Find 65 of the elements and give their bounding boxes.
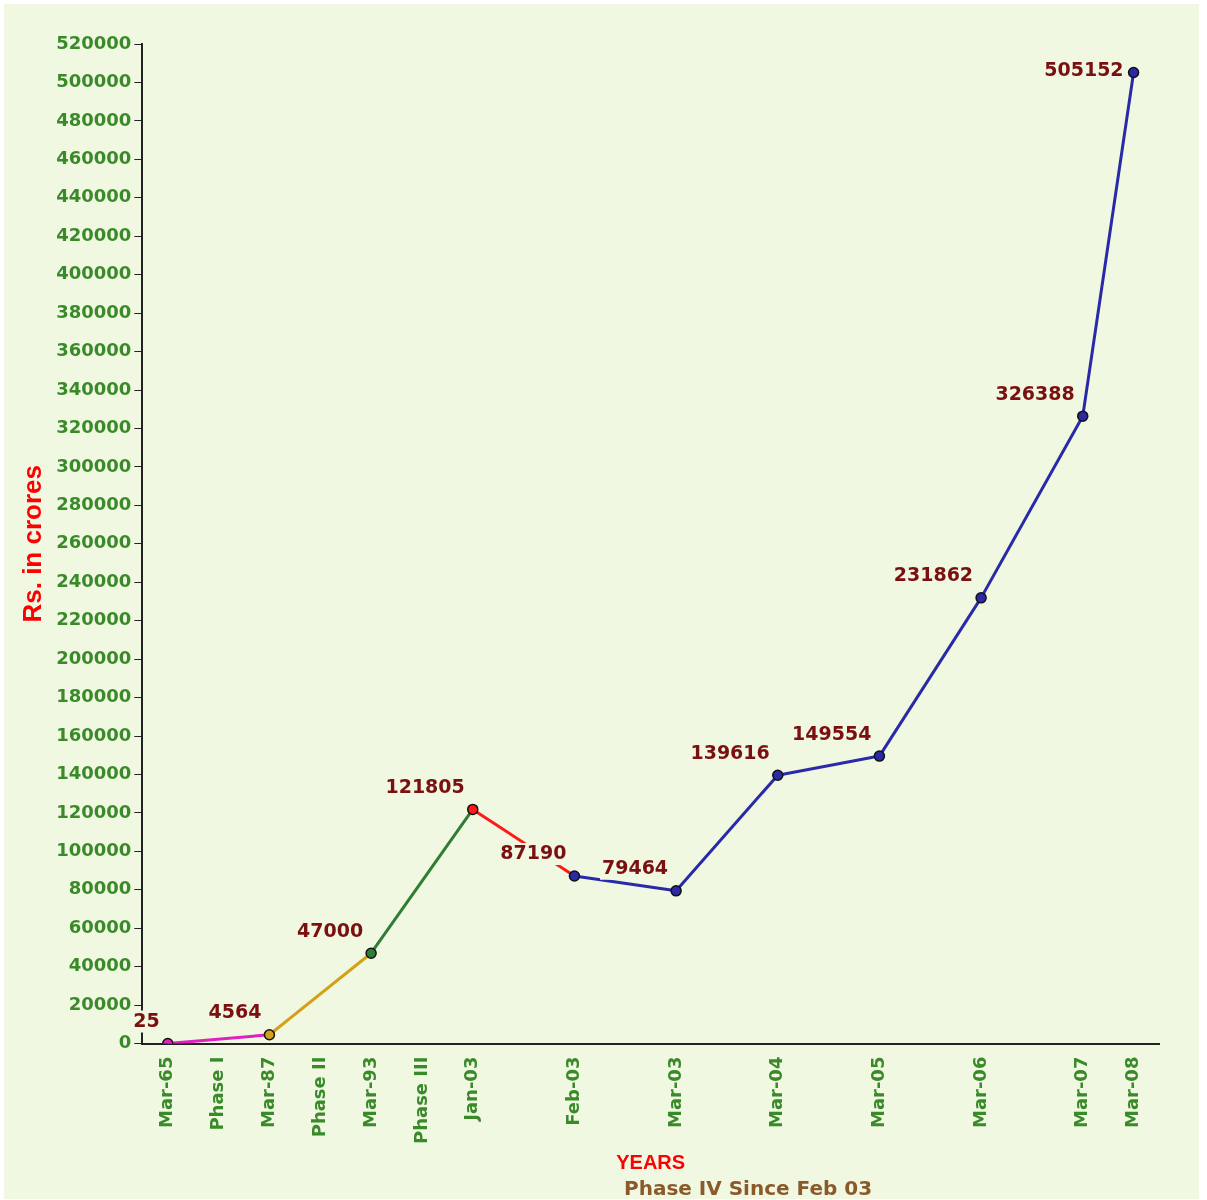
y-tick-label: 260000: [56, 531, 132, 553]
point: [568, 870, 581, 882]
data-label: 121805: [385, 774, 465, 797]
y-tick-label: 440000: [56, 185, 132, 207]
data-label: 25: [133, 1008, 160, 1031]
data-label: 47000: [296, 918, 364, 941]
x-tick-label: Phase II: [307, 1056, 329, 1138]
y-tick-label: 60000: [68, 915, 132, 937]
y-tick-label: 140000: [56, 762, 132, 784]
x-tick-label: Mar-07: [1070, 1056, 1092, 1129]
data-label: 4564: [208, 1000, 262, 1023]
x-tick-label: Mar-65: [155, 1056, 177, 1129]
text: Phase IV Since Feb 03: [624, 1176, 873, 1200]
x-tick-label: Mar-06: [968, 1056, 990, 1129]
y-axis-title: Rs. in crores: [16, 465, 47, 623]
data-label: 149554: [792, 721, 872, 744]
x-tick-label: Phase I: [206, 1056, 228, 1131]
y-tick-label: 500000: [56, 70, 132, 92]
y-tick-label: 480000: [56, 108, 132, 130]
x-tick-label: Mar-08: [1121, 1056, 1143, 1129]
y-tick-label: 120000: [56, 800, 132, 822]
x-tick-label: Mar-05: [867, 1056, 889, 1129]
y-tick-label: 0: [118, 1031, 132, 1053]
y-tick-label: 400000: [56, 262, 132, 284]
point: [365, 947, 377, 959]
point: [772, 769, 784, 781]
point: [1077, 410, 1089, 422]
x-tick-label: Mar-87: [257, 1056, 279, 1129]
x-tick-label: Feb-03: [562, 1056, 584, 1126]
point: [467, 803, 479, 816]
data-label: 139616: [690, 740, 770, 763]
x-tick-label: Jan-03: [460, 1056, 482, 1123]
y-tick-label: 520000: [56, 31, 132, 53]
y-tick-label: 320000: [56, 416, 132, 438]
y-tick-label: 380000: [56, 300, 132, 322]
y-tick-label: 420000: [56, 223, 132, 245]
point: [975, 592, 987, 604]
data-label: 231862: [893, 563, 974, 586]
y-tick-label: 340000: [56, 377, 132, 399]
y-tick-label: 80000: [68, 877, 132, 899]
y-tick-label: 240000: [56, 569, 132, 591]
y-tick-label: 160000: [56, 723, 132, 745]
data-label: 79464: [601, 856, 669, 879]
point: [263, 1029, 276, 1041]
data-label: 326388: [995, 381, 1075, 404]
y-tick-label: 100000: [56, 839, 132, 861]
point: [873, 750, 886, 762]
y-tick-label: 20000: [68, 992, 132, 1014]
point: [1127, 66, 1140, 79]
y-tick-label: 280000: [56, 493, 132, 515]
y-tick-label: 40000: [68, 954, 132, 976]
point: [670, 885, 682, 897]
y-tick-label: 300000: [56, 454, 132, 476]
y-tick-label: 460000: [56, 147, 132, 169]
y-tick-label: 180000: [56, 685, 132, 707]
x-tick-label: Phase III: [409, 1056, 431, 1144]
data-label: 87190: [500, 841, 567, 864]
data-label: 505152: [1044, 57, 1124, 80]
y-tick-label: 220000: [56, 608, 132, 630]
y-tick-label: 200000: [56, 646, 132, 668]
x-tick-label: Mar-93: [358, 1056, 380, 1129]
y-tick-label: 360000: [56, 339, 132, 361]
x-axis-title: YEARS: [616, 1150, 686, 1173]
x-tick-label: Mar-03: [663, 1056, 685, 1129]
x-tick-label: Mar-04: [765, 1056, 787, 1129]
